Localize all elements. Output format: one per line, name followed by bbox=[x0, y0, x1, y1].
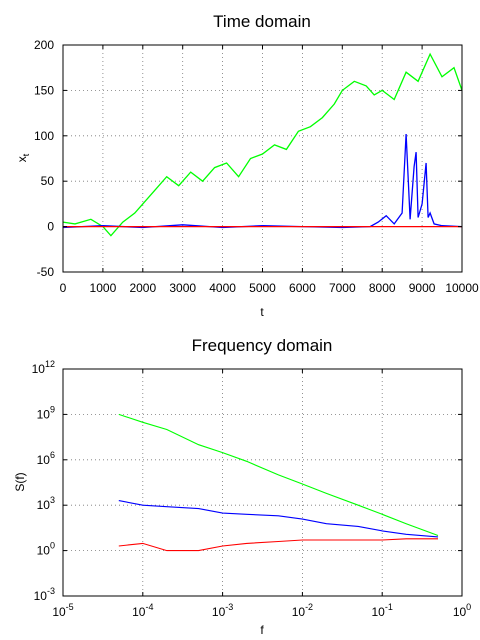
time-domain-ylabel-sub: t bbox=[21, 153, 31, 156]
log-tick-exponent: -3 bbox=[47, 586, 55, 596]
spectrum-line-2 bbox=[118, 538, 438, 552]
log-tick-label: 10-5 bbox=[52, 602, 73, 619]
frequency-domain-title: Frequency domain bbox=[192, 336, 333, 355]
x-tick-label: 9000 bbox=[409, 281, 436, 295]
log-tick-label: 1012 bbox=[32, 359, 55, 376]
log-tick-base: 10 bbox=[52, 605, 66, 619]
y-tick-label: 200 bbox=[34, 38, 54, 52]
frequency-domain-frame bbox=[62, 368, 463, 597]
log-tick-label: 10-3 bbox=[34, 586, 55, 603]
spectrum-line-0 bbox=[118, 413, 439, 537]
frequency-domain-xlabel: f bbox=[260, 623, 264, 637]
x-tick-label: 2000 bbox=[129, 281, 156, 295]
log-tick-base: 10 bbox=[212, 605, 226, 619]
log-tick-label: 10-3 bbox=[212, 602, 233, 619]
log-tick-exponent: 9 bbox=[50, 404, 55, 414]
time-domain-grid bbox=[63, 45, 462, 272]
log-tick-exponent: 0 bbox=[50, 541, 55, 551]
x-tick-label: 1000 bbox=[90, 281, 117, 295]
x-tick-label: 8000 bbox=[369, 281, 396, 295]
series-line-1 bbox=[62, 133, 463, 229]
log-tick-exponent: -5 bbox=[66, 602, 74, 612]
time-domain-series bbox=[62, 52, 463, 237]
log-tick-base: 10 bbox=[37, 498, 51, 512]
log-tick-label: 103 bbox=[37, 495, 55, 512]
y-tick-label: 0 bbox=[47, 220, 54, 234]
time-domain-ticks: 0 1000 2000 3000 4000 5000 6000 7000 8000 9000 100… bbox=[34, 38, 479, 295]
log-tick-exponent: 3 bbox=[50, 495, 55, 505]
time-domain-ylabel: xt bbox=[15, 153, 31, 162]
log-tick-base: 10 bbox=[34, 589, 48, 603]
log-tick-exponent: -4 bbox=[145, 602, 153, 612]
log-tick-base: 10 bbox=[32, 362, 46, 376]
x-tick-label: 5000 bbox=[249, 281, 276, 295]
y-tick-label: -50 bbox=[37, 265, 55, 279]
log-tick-label: 10-2 bbox=[292, 602, 313, 619]
frequency-domain-series bbox=[118, 413, 439, 552]
log-tick-label: 10-1 bbox=[372, 602, 393, 619]
log-tick-base: 10 bbox=[37, 453, 51, 467]
log-tick-exponent: -2 bbox=[305, 602, 313, 612]
log-tick-label: 100 bbox=[453, 602, 471, 619]
time-domain-chart: Time domain 0 1000 2000 3000 4000 5000 6000 700… bbox=[15, 12, 479, 319]
frequency-domain-grid bbox=[63, 369, 462, 596]
frequency-domain-chart: Frequency domain 10-5 10-4 10-3 10-2 10-1 100… bbox=[13, 336, 471, 637]
log-tick-base: 10 bbox=[37, 544, 51, 558]
frequency-domain-ticks: 10-5 10-4 10-3 10-2 10-1 10010-31001031061091… bbox=[32, 359, 472, 619]
series-line-0 bbox=[62, 52, 463, 237]
time-domain-frame bbox=[62, 44, 463, 273]
log-tick-base: 10 bbox=[453, 605, 467, 619]
log-tick-label: 100 bbox=[37, 541, 55, 558]
y-tick-label: 150 bbox=[34, 83, 54, 97]
x-tick-label: 0 bbox=[60, 281, 67, 295]
x-tick-label: 3000 bbox=[169, 281, 196, 295]
time-domain-title: Time domain bbox=[213, 12, 311, 31]
log-tick-exponent: -3 bbox=[225, 602, 233, 612]
x-tick-label: 4000 bbox=[209, 281, 236, 295]
time-domain-ylabel-main: x bbox=[15, 156, 29, 162]
log-tick-base: 10 bbox=[372, 605, 386, 619]
log-tick-exponent: 12 bbox=[45, 359, 55, 369]
y-tick-label: 50 bbox=[41, 174, 55, 188]
log-tick-exponent: -1 bbox=[385, 602, 393, 612]
log-tick-label: 109 bbox=[37, 404, 55, 421]
spectrum-line-1 bbox=[118, 500, 439, 538]
x-tick-label: 6000 bbox=[289, 281, 316, 295]
frequency-domain-ylabel: S(f) bbox=[13, 472, 27, 491]
log-tick-base: 10 bbox=[292, 605, 306, 619]
log-tick-exponent: 6 bbox=[50, 450, 55, 460]
log-tick-label: 106 bbox=[37, 450, 55, 467]
log-tick-base: 10 bbox=[132, 605, 146, 619]
log-tick-exponent: 0 bbox=[466, 602, 471, 612]
time-domain-xlabel: t bbox=[260, 305, 264, 319]
log-tick-base: 10 bbox=[37, 407, 51, 421]
x-tick-label: 10000 bbox=[445, 281, 479, 295]
x-tick-label: 7000 bbox=[329, 281, 356, 295]
log-tick-label: 10-4 bbox=[132, 602, 153, 619]
y-tick-label: 100 bbox=[34, 129, 54, 143]
